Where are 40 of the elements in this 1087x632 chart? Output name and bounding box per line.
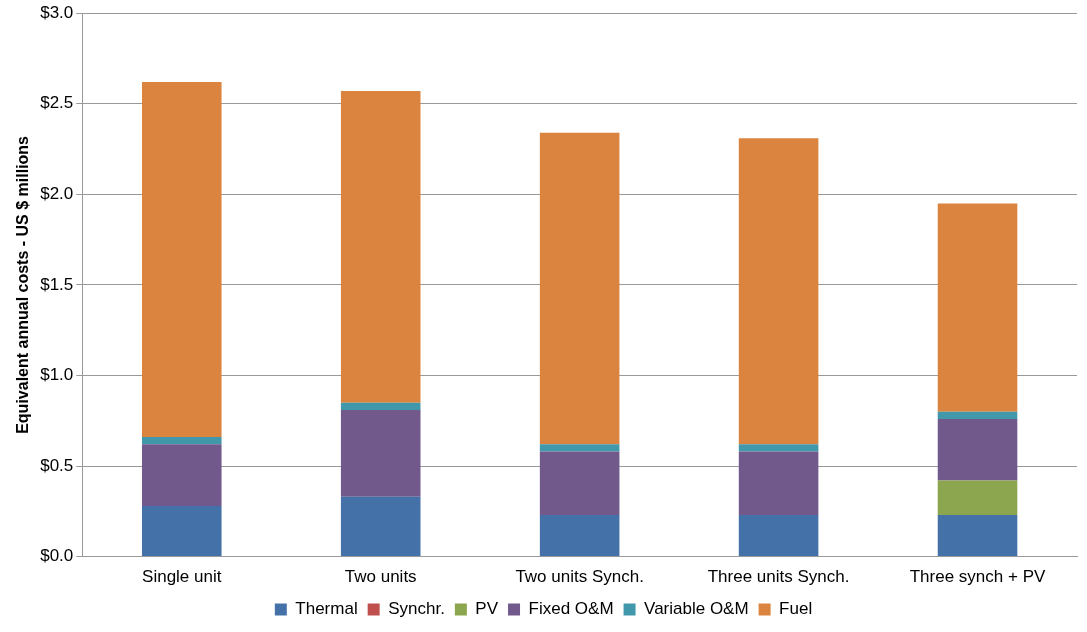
bar [539, 514, 620, 557]
y-tick-label: $2.5 [40, 93, 74, 113]
bar [539, 444, 620, 452]
y-tick-label: $1.0 [40, 365, 74, 385]
y-tick-label: $2.0 [40, 184, 74, 204]
bar [738, 138, 819, 445]
bar [141, 82, 222, 438]
bar [937, 203, 1018, 412]
x-tick-label: Single unit [142, 567, 222, 587]
bar [141, 437, 222, 445]
x-tick-label: Three units Synch. [707, 567, 850, 587]
legend-label: Thermal [295, 599, 358, 619]
bar [340, 402, 421, 410]
y-tick-label: $0.5 [40, 455, 74, 475]
legend-label: Variable O&M [644, 599, 749, 619]
bar [937, 411, 1018, 419]
legend-label: Fuel [779, 599, 813, 619]
bar [340, 91, 421, 403]
bar [738, 451, 819, 515]
bar [141, 444, 222, 506]
bar [539, 451, 620, 515]
bar [340, 496, 421, 557]
bar [141, 505, 222, 557]
bar [738, 514, 819, 557]
bar [937, 480, 1018, 515]
legend-label: Synchr. [388, 599, 445, 619]
legend-label: PV [475, 599, 499, 619]
bar [539, 132, 620, 445]
x-tick-label: Two units [344, 567, 417, 587]
x-tick-label: Two units Synch. [515, 567, 644, 587]
y-tick-label: $0.0 [40, 546, 74, 566]
y-axis-title: Equivalent annual costs - US $ millions [14, 135, 32, 434]
x-tick-label: Three synch + PV [909, 567, 1046, 587]
bar [937, 418, 1018, 481]
y-tick-label: $3.0 [40, 2, 74, 22]
bar [738, 444, 819, 452]
legend-label: Fixed O&M [528, 599, 614, 619]
bar [340, 409, 421, 497]
bar [937, 514, 1018, 557]
y-tick-label: $1.5 [40, 274, 74, 294]
